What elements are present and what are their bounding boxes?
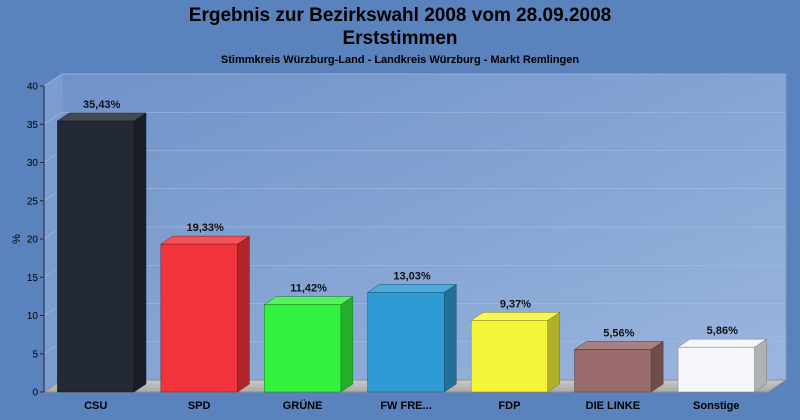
bar bbox=[470, 320, 548, 393]
bar bbox=[264, 304, 342, 393]
bar-top bbox=[573, 341, 664, 350]
data-label: 5,86% bbox=[707, 325, 738, 337]
grid-line bbox=[43, 73, 786, 87]
y-tick-label: 30 bbox=[27, 158, 39, 169]
chart-title-line2: Erststimmen bbox=[342, 28, 458, 49]
grid-line bbox=[43, 111, 786, 125]
x-tick-label: FW FRE... bbox=[380, 400, 431, 412]
bar-top bbox=[160, 235, 251, 245]
bar-top bbox=[366, 284, 458, 293]
y-axis-label: % bbox=[11, 234, 23, 244]
title-block: Ergebnis zur Bezirkswahl 2008 vom 28.09.… bbox=[0, 4, 800, 66]
data-label: 19,33% bbox=[186, 222, 224, 234]
bar bbox=[677, 346, 755, 393]
y-tick-label: 35 bbox=[27, 120, 39, 131]
x-tick-label: FDP bbox=[498, 400, 520, 412]
data-label: 9,37% bbox=[500, 298, 531, 310]
bar-side bbox=[340, 296, 354, 393]
bar-side bbox=[133, 112, 147, 393]
bar bbox=[57, 120, 135, 393]
chart-title: Ergebnis zur Bezirkswahl 2008 vom 28.09.… bbox=[188, 5, 612, 26]
x-tick-label: SPD bbox=[188, 400, 211, 412]
x-tick-label: DIE LINKE bbox=[586, 400, 640, 412]
y-tick-label: 5 bbox=[32, 349, 38, 360]
bar-side bbox=[547, 311, 560, 393]
bar bbox=[160, 243, 238, 393]
bar bbox=[574, 349, 652, 393]
y-tick-label: 0 bbox=[32, 388, 38, 399]
y-tick-label: 15 bbox=[27, 273, 39, 284]
chart-subtitle: Stimmkreis Würzburg-Land - Landkreis Wür… bbox=[220, 54, 580, 66]
bar-top bbox=[56, 112, 147, 122]
bar bbox=[367, 292, 445, 393]
x-tick-label: CSU bbox=[84, 400, 107, 412]
y-tick-label: 40 bbox=[27, 82, 39, 93]
y-tick-label: 25 bbox=[27, 196, 39, 207]
data-label: 35,43% bbox=[83, 99, 121, 111]
data-label: 5,56% bbox=[603, 327, 634, 339]
bar-side bbox=[444, 283, 457, 393]
bar-side bbox=[650, 340, 664, 393]
y-tick-label: 10 bbox=[27, 311, 39, 322]
x-tick-label: GRÜNE bbox=[283, 399, 323, 412]
y-tick-label: 20 bbox=[27, 235, 39, 246]
bar-top bbox=[677, 338, 768, 348]
data-label: 11,42% bbox=[290, 283, 327, 295]
bar-side bbox=[237, 235, 250, 393]
x-tick-label: Sonstige bbox=[693, 400, 739, 412]
data-label: 13,03% bbox=[393, 270, 431, 282]
bar-top bbox=[470, 312, 561, 321]
bar-side bbox=[754, 338, 767, 393]
bar-top bbox=[263, 296, 354, 305]
